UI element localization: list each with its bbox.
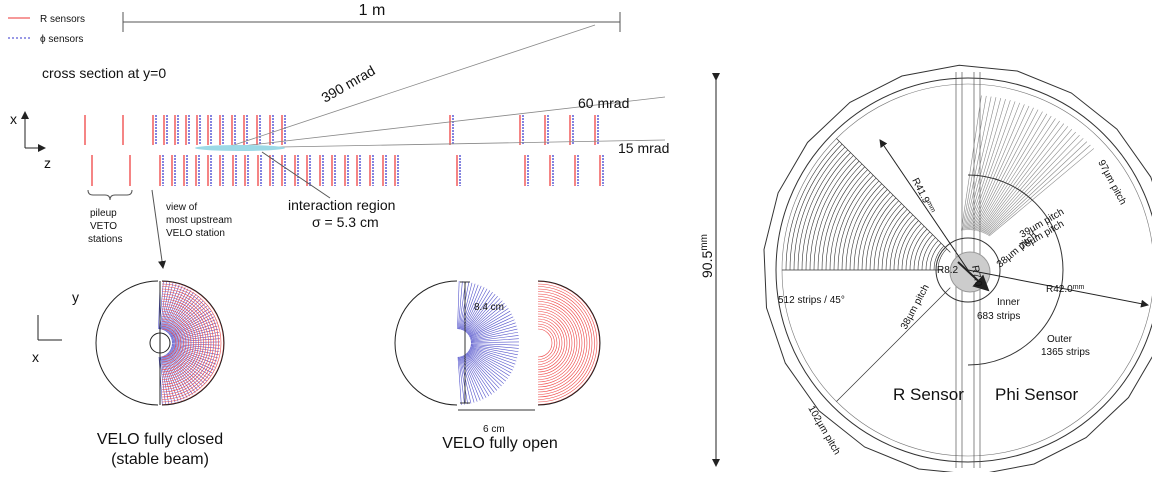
label: 97µm pitch xyxy=(1095,158,1128,207)
note: σ = 5.3 cm xyxy=(312,214,379,230)
note: VELO station xyxy=(166,228,225,239)
brace xyxy=(88,190,132,200)
label: R Sensor xyxy=(893,385,964,404)
axes xyxy=(25,112,45,148)
label: Outer xyxy=(1047,334,1073,345)
interaction-region xyxy=(195,145,285,151)
strip xyxy=(977,114,1047,231)
diagram: R sensors ϕ sensors 1 m cross section at… xyxy=(0,0,1152,472)
label: 38µm pitch xyxy=(899,283,932,332)
strip xyxy=(471,342,519,343)
axis-label: x xyxy=(32,349,39,365)
unit: mm xyxy=(699,234,710,251)
outline xyxy=(96,281,158,405)
label: R42.0mm xyxy=(1046,284,1085,295)
value: 90.5 xyxy=(699,251,715,278)
label: 102µm pitch xyxy=(805,404,842,457)
section-title: cross section at y=0 xyxy=(42,65,166,81)
label: 683 strips xyxy=(977,311,1020,322)
dimension-label: 6 cm xyxy=(483,424,505,435)
caption: VELO fully closed xyxy=(97,431,223,448)
strip xyxy=(979,118,1055,231)
note: most upstream xyxy=(166,215,232,226)
strip xyxy=(894,218,916,270)
legend-label: ϕ sensors xyxy=(40,34,83,45)
velo-stations xyxy=(96,281,600,405)
strip xyxy=(470,348,514,367)
angle-label: 60 mrad xyxy=(578,95,629,111)
axes xyxy=(38,315,62,340)
label: 1365 strips xyxy=(1041,347,1090,358)
radius xyxy=(880,140,968,270)
strip xyxy=(822,167,865,270)
value: R42.0 xyxy=(1046,284,1073,295)
strip xyxy=(969,101,1015,230)
beam-hole xyxy=(528,333,548,353)
strip xyxy=(830,172,870,270)
stations xyxy=(85,115,603,186)
strip xyxy=(890,215,913,270)
beam-hole xyxy=(447,333,467,353)
strip xyxy=(834,175,873,270)
dimension-label: 8.4 cm xyxy=(474,302,504,313)
strip xyxy=(469,350,510,375)
angle-label: 15 mrad xyxy=(618,140,669,156)
legend-label: R sensors xyxy=(40,14,85,25)
label: R8.2 xyxy=(937,265,959,276)
dimension-label: 90.5mm xyxy=(699,234,715,278)
axis-label: z xyxy=(44,155,51,171)
strip xyxy=(794,147,845,270)
scale-label: 1 m xyxy=(359,2,386,19)
label: Phi Sensor xyxy=(995,385,1078,404)
acceptance-lines xyxy=(225,25,665,148)
pointer xyxy=(152,190,163,268)
label: Inner xyxy=(997,297,1020,308)
strip xyxy=(838,178,876,270)
caption: VELO fully open xyxy=(442,435,558,452)
note: pileup xyxy=(90,208,117,219)
axis-label: y xyxy=(72,289,79,305)
note: stations xyxy=(88,234,122,245)
angle-label: 390 mrad xyxy=(319,62,378,105)
strip xyxy=(961,96,981,231)
caption: (stable beam) xyxy=(111,451,209,468)
unit: mm xyxy=(1073,284,1085,291)
note: view of xyxy=(166,202,197,213)
label: 512 strips / 45° xyxy=(778,295,845,306)
label: 38µm pitch xyxy=(995,230,1040,270)
note: VETO xyxy=(90,221,117,232)
label: R41.9mm xyxy=(909,176,936,215)
note: interaction region xyxy=(288,197,395,213)
axis-label: x xyxy=(10,111,17,127)
strip xyxy=(985,135,1079,234)
unit: mm xyxy=(925,200,937,214)
strip xyxy=(806,155,853,270)
